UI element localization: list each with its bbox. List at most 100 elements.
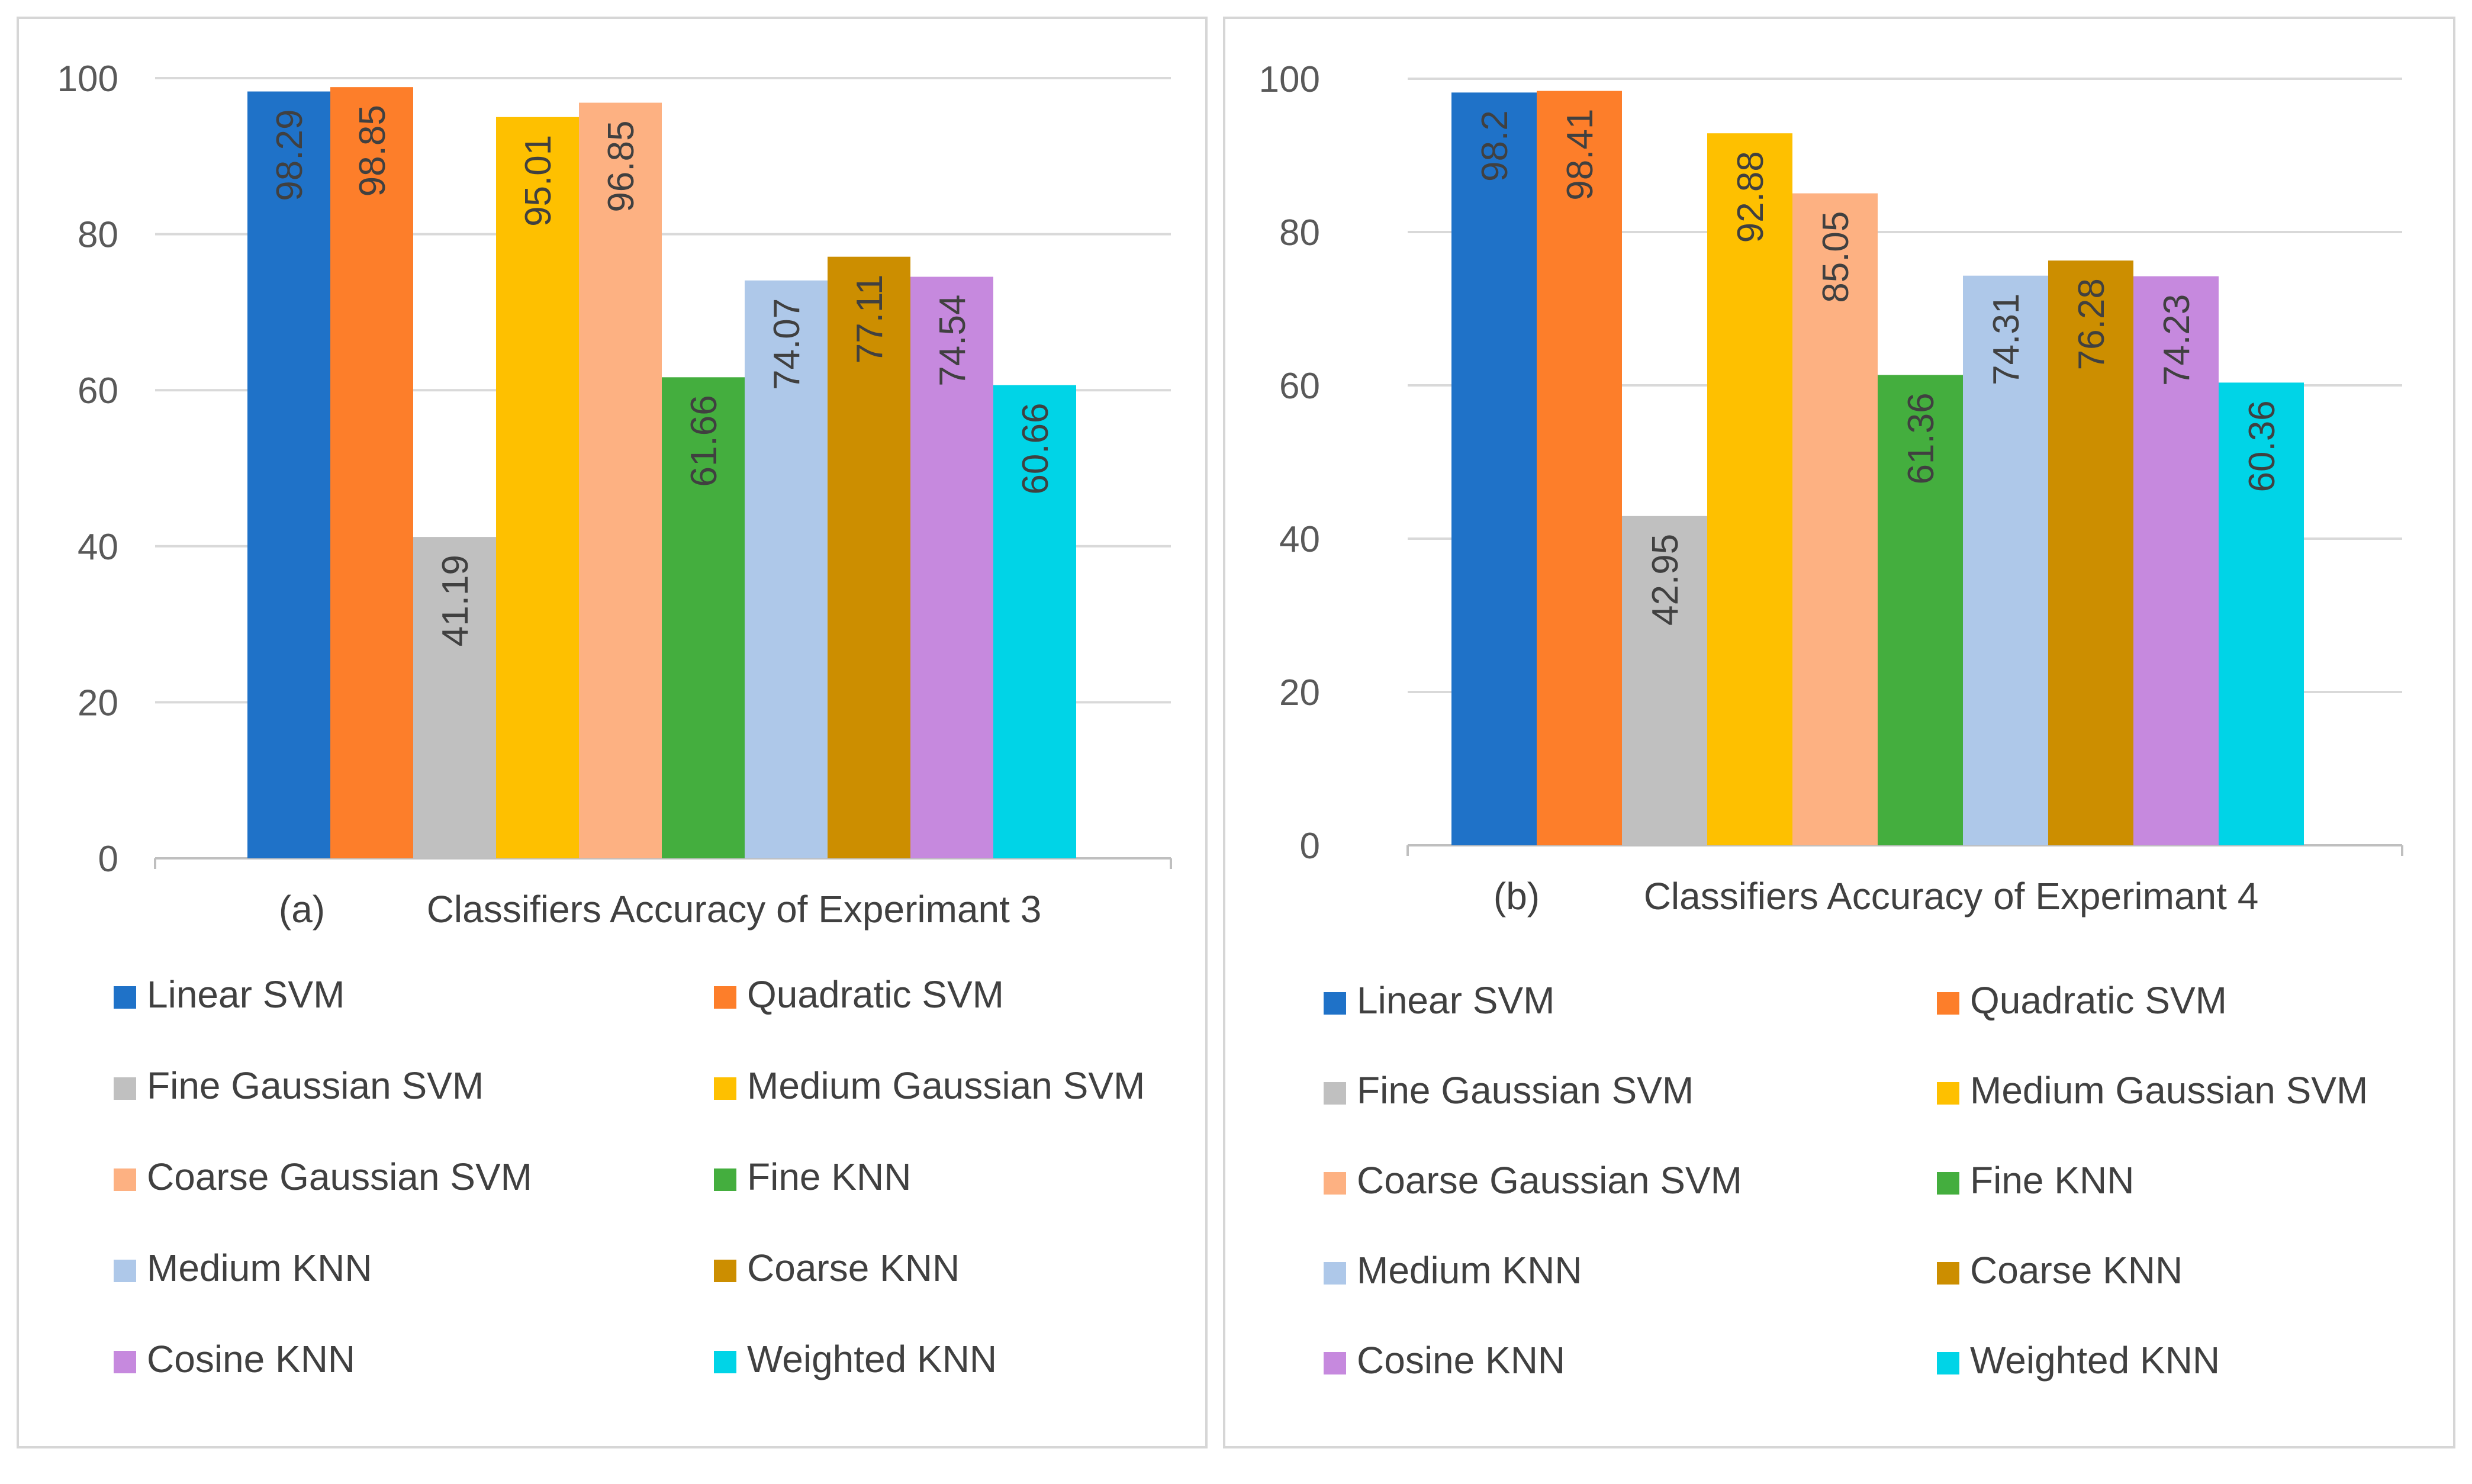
legend-label: Coarse Gaussian SVM bbox=[147, 1155, 532, 1198]
legend-label: Linear SVM bbox=[1357, 979, 1554, 1022]
legend-label: Linear SVM bbox=[147, 973, 345, 1016]
legend-item: Medium KNN bbox=[1324, 1249, 1582, 1292]
legend-item: Weighted KNN bbox=[714, 1338, 997, 1380]
bar-data-label: 60.66 bbox=[1015, 403, 1056, 495]
legend-swatch bbox=[1937, 1262, 1959, 1285]
bar-medium-gaussian-svm bbox=[496, 117, 579, 859]
legend-swatch bbox=[1937, 1172, 1959, 1195]
bar-data-label: 60.36 bbox=[2242, 400, 2283, 492]
legend-label: Weighted KNN bbox=[1970, 1339, 2220, 1382]
bar-linear-svm bbox=[247, 91, 330, 858]
legend-item: Fine KNN bbox=[1937, 1159, 2134, 1202]
legend-swatch bbox=[114, 986, 136, 1009]
legend-item: Linear SVM bbox=[114, 973, 345, 1016]
bar-fine-knn bbox=[1878, 375, 1963, 845]
legend-label: Coarse Gaussian SVM bbox=[1357, 1159, 1742, 1202]
bar-data-label: 96.85 bbox=[601, 121, 642, 213]
y-tick-label: 60 bbox=[1279, 366, 1320, 407]
legend-label: Weighted KNN bbox=[747, 1338, 997, 1380]
legend-swatch bbox=[114, 1351, 136, 1373]
y-tick-label: 20 bbox=[1279, 672, 1320, 713]
bar-data-label: 98.85 bbox=[352, 105, 393, 197]
legend-label: Medium KNN bbox=[147, 1247, 372, 1289]
bar-quadratic-svm bbox=[330, 87, 413, 859]
y-tick-label: 0 bbox=[98, 839, 118, 880]
legend-swatch bbox=[114, 1260, 136, 1282]
bar-data-label: 76.28 bbox=[2071, 278, 2112, 370]
chart-title: Classifiers Accuracy of Experimant 4 bbox=[1644, 875, 2259, 918]
legend-swatch bbox=[1324, 1082, 1346, 1105]
bar-data-label: 98.29 bbox=[269, 110, 310, 201]
legend-swatch bbox=[1324, 1172, 1346, 1195]
legend-item: Fine Gaussian SVM bbox=[1324, 1069, 1694, 1112]
bar-data-label: 74.23 bbox=[2156, 294, 2197, 386]
legend-label: Fine Gaussian SVM bbox=[147, 1064, 484, 1107]
legend-item: Cosine KNN bbox=[114, 1338, 355, 1380]
bar-fine-gaussian-svm bbox=[1622, 516, 1707, 845]
legend-swatch bbox=[1324, 992, 1346, 1015]
legend-label: Medium KNN bbox=[1357, 1249, 1582, 1292]
bar-fine-gaussian-svm bbox=[413, 537, 496, 858]
legend-item: Fine Gaussian SVM bbox=[114, 1064, 484, 1107]
bar-coarse-gaussian-svm bbox=[1792, 193, 1878, 845]
bar-data-label: 42.95 bbox=[1645, 534, 1686, 626]
bar-data-label: 61.66 bbox=[684, 395, 725, 487]
bar-data-label: 77.11 bbox=[849, 275, 890, 364]
bar-cosine-knn bbox=[910, 276, 993, 858]
legend-item: Coarse Gaussian SVM bbox=[1324, 1159, 1742, 1202]
bar-data-label: 61.36 bbox=[1901, 392, 1942, 484]
bar-medium-gaussian-svm bbox=[1707, 133, 1792, 846]
y-tick-label: 0 bbox=[1300, 826, 1320, 867]
legend-swatch bbox=[1937, 1352, 1959, 1374]
bar-medium-knn bbox=[745, 280, 828, 858]
legend-label: Fine Gaussian SVM bbox=[1357, 1069, 1694, 1112]
bar-weighted-knn bbox=[2219, 382, 2304, 845]
bar-data-label: 74.07 bbox=[767, 298, 807, 390]
legend-item: Coarse KNN bbox=[714, 1247, 960, 1289]
legend-swatch bbox=[714, 986, 736, 1009]
y-tick-label: 100 bbox=[57, 59, 118, 99]
legend-item: Weighted KNN bbox=[1937, 1339, 2220, 1382]
legend-swatch bbox=[1324, 1352, 1346, 1374]
y-tick-label: 20 bbox=[78, 683, 118, 723]
bar-data-label: 74.54 bbox=[932, 295, 973, 387]
legend-swatch bbox=[1324, 1262, 1346, 1285]
bar-data-label: 92.88 bbox=[1730, 151, 1771, 243]
legend-item: Medium KNN bbox=[114, 1247, 372, 1289]
bar-weighted-knn bbox=[993, 385, 1076, 858]
chart-panel-a: 0 20 40 60 80 100 98.29 98.85 41.19 95.01 96.85 61.… bbox=[17, 17, 1208, 1448]
bar-coarse-knn bbox=[828, 256, 910, 858]
legend-swatch bbox=[1937, 1082, 1959, 1105]
legend-item: Medium Gaussian SVM bbox=[1937, 1069, 2368, 1112]
y-tick-label: 40 bbox=[1279, 519, 1320, 560]
bar-coarse-gaussian-svm bbox=[579, 102, 662, 859]
legend-swatch bbox=[714, 1077, 736, 1100]
chart-title: Classifiers Accuracy of Experimant 3 bbox=[427, 888, 1042, 931]
bar-fine-knn bbox=[662, 377, 745, 858]
y-tick-label: 100 bbox=[1259, 59, 1320, 100]
legend-swatch bbox=[714, 1351, 736, 1373]
legend-item: Quadratic SVM bbox=[1937, 979, 2227, 1022]
panel-label: (a) bbox=[279, 888, 325, 931]
legend-label: Coarse KNN bbox=[747, 1247, 960, 1289]
legend-item: Coarse Gaussian SVM bbox=[114, 1155, 532, 1198]
legend-label: Fine KNN bbox=[1970, 1159, 2134, 1202]
legend-label: Quadratic SVM bbox=[747, 973, 1004, 1016]
legend-swatch bbox=[114, 1077, 136, 1100]
y-tick-label: 80 bbox=[78, 215, 118, 256]
panel-frame bbox=[1223, 17, 2455, 1448]
bar-medium-knn bbox=[1963, 275, 2048, 845]
panel-frame bbox=[17, 17, 1208, 1448]
bar-data-label: 74.31 bbox=[1986, 294, 2027, 385]
legend-label: Fine KNN bbox=[747, 1155, 911, 1198]
legend-swatch bbox=[714, 1168, 736, 1191]
bar-data-label: 85.05 bbox=[1816, 211, 1856, 303]
bar-data-label: 98.41 bbox=[1560, 109, 1601, 201]
bar-data-label: 98.2 bbox=[1475, 110, 1515, 182]
legend-label: Medium Gaussian SVM bbox=[1970, 1069, 2368, 1112]
legend-label: Medium Gaussian SVM bbox=[747, 1064, 1145, 1107]
bar-quadratic-svm bbox=[1537, 91, 1622, 846]
bar-linear-svm bbox=[1451, 92, 1537, 845]
